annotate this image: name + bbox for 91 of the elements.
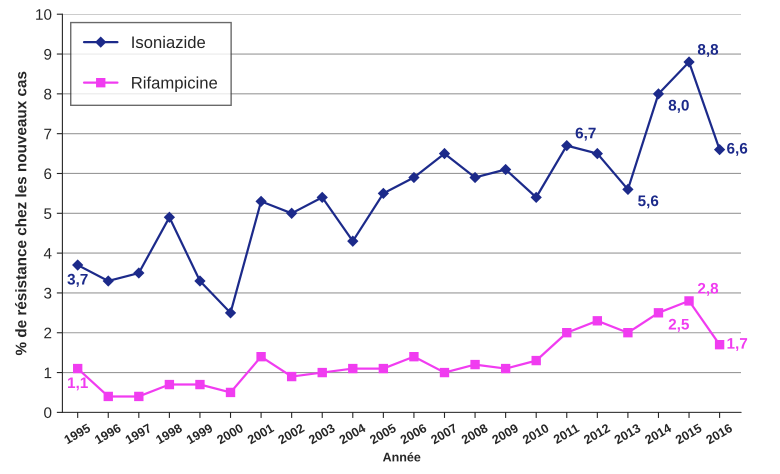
- x-tick-label: 2015: [674, 423, 702, 444]
- point: [347, 236, 358, 247]
- data-label: 2,8: [698, 282, 718, 296]
- x-tick-label: 2009: [491, 423, 519, 444]
- point: [195, 380, 205, 390]
- x-tick-label: 1998: [155, 423, 183, 444]
- point: [102, 276, 114, 286]
- data-label: 5,6: [638, 195, 658, 208]
- x-tick-label: 2006: [400, 423, 428, 444]
- legend-label: Rifampicine: [132, 76, 218, 92]
- y-tick-label: 6: [44, 168, 52, 180]
- point: [408, 172, 420, 183]
- point: [316, 192, 328, 203]
- point: [104, 392, 113, 402]
- data-label: 8,8: [698, 44, 718, 58]
- point: [684, 56, 694, 68]
- data-label: 8,0: [668, 100, 689, 113]
- point: [592, 148, 603, 160]
- x-tick-label: 2014: [644, 423, 672, 444]
- y-tick-label: 0: [44, 407, 52, 418]
- y-tick-label: 10: [36, 9, 52, 20]
- x-tick-label: 2011: [552, 423, 580, 444]
- x-tick-label: 1999: [186, 423, 214, 444]
- point: [532, 356, 541, 366]
- point: [714, 340, 724, 350]
- point: [622, 184, 634, 195]
- x-tick-label: 2004: [338, 423, 366, 444]
- point: [348, 364, 358, 374]
- point: [286, 372, 296, 382]
- x-tick-label: 2000: [216, 423, 244, 444]
- point: [318, 368, 327, 378]
- point: [530, 192, 542, 203]
- y-axis-title: % de résistance chez les nouveaux cas: [15, 72, 26, 356]
- point: [653, 88, 664, 100]
- data-label: 3,7: [67, 274, 88, 287]
- point: [72, 364, 82, 374]
- point: [623, 328, 633, 338]
- data-label: 1,1: [68, 377, 88, 390]
- x-axis-title: Année: [382, 452, 420, 462]
- x-tick-label: 2013: [613, 423, 642, 444]
- point: [226, 388, 236, 398]
- data-label: 1,7: [728, 338, 748, 352]
- point: [225, 307, 236, 318]
- point: [561, 140, 572, 152]
- y-tick-label: 2: [44, 328, 52, 338]
- point: [133, 268, 144, 278]
- point: [378, 364, 388, 374]
- point: [134, 392, 144, 402]
- data-label: 2,5: [668, 318, 689, 332]
- x-tick-label: 1995: [64, 423, 92, 444]
- point: [684, 296, 694, 306]
- point: [256, 196, 267, 207]
- point: [654, 308, 664, 318]
- point: [72, 260, 84, 270]
- point: [409, 352, 419, 362]
- y-tick-label: 9: [44, 48, 52, 60]
- y-tick-label: 7: [44, 128, 52, 140]
- x-tick-label: 2010: [522, 423, 550, 444]
- point: [440, 368, 450, 378]
- point: [256, 352, 266, 362]
- point: [439, 148, 450, 160]
- x-tick-label: 2001: [246, 423, 275, 444]
- point: [378, 188, 389, 199]
- x-tick-label: 1996: [94, 423, 122, 444]
- x-tick-label: 2002: [277, 423, 305, 444]
- x-tick-label: 2016: [705, 423, 733, 444]
- data-label: 6,6: [727, 142, 748, 156]
- point: [164, 212, 175, 223]
- point: [286, 208, 298, 219]
- point: [164, 380, 174, 390]
- point: [562, 328, 572, 338]
- point: [500, 164, 512, 175]
- y-tick-label: 1: [44, 368, 52, 378]
- x-tick-label: 2003: [308, 423, 336, 444]
- x-tick-label: 2007: [430, 423, 458, 444]
- x-tick-label: 2012: [582, 423, 611, 444]
- point: [592, 316, 602, 326]
- x-tick-label: 2005: [368, 423, 397, 444]
- y-tick-label: 5: [44, 208, 52, 219]
- point: [470, 360, 480, 370]
- data-label: 6,7: [576, 128, 596, 141]
- x-tick-label: 1997: [124, 423, 152, 444]
- point: [714, 144, 726, 156]
- y-tick-label: 3: [44, 288, 52, 299]
- point: [194, 276, 206, 286]
- legend-label: Isoniazide: [132, 36, 206, 48]
- y-tick-label: 8: [44, 88, 52, 100]
- point: [470, 172, 480, 183]
- y-tick-label: 4: [44, 248, 52, 259]
- x-tick-label: 2008: [460, 423, 488, 444]
- point: [500, 364, 510, 374]
